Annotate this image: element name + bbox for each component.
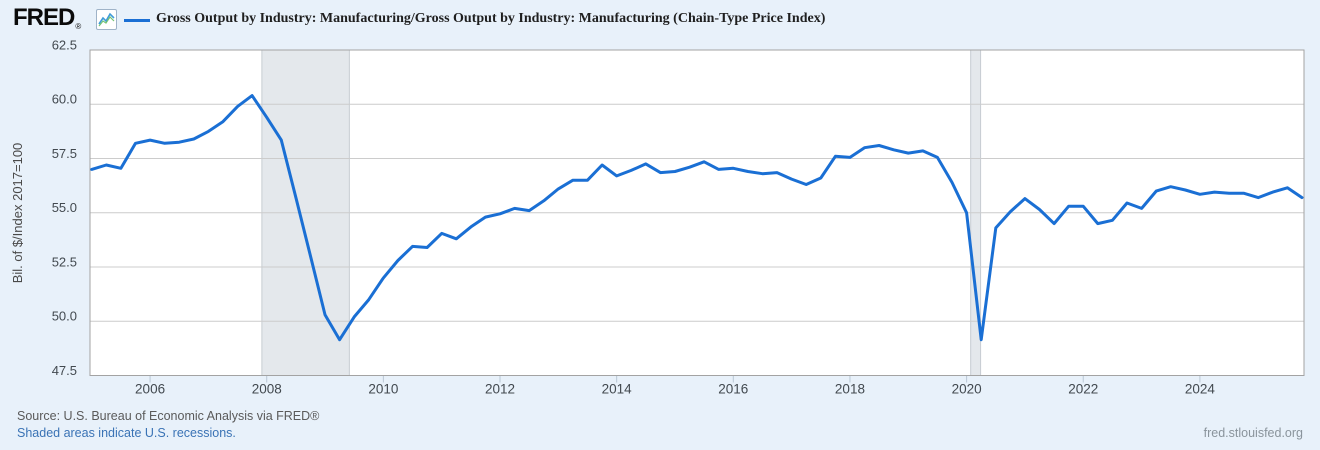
x-tick-label: 2014 <box>602 382 633 397</box>
fred-logo-text: FRED <box>13 4 75 31</box>
x-tick-label: 2016 <box>718 382 748 397</box>
x-tick-label: 2010 <box>368 382 398 397</box>
legend-swatch <box>124 19 150 22</box>
fred-chart-icon-glyph <box>98 12 115 27</box>
y-tick-label: 62.5 <box>52 37 77 52</box>
y-tick-label: 60.0 <box>52 92 77 107</box>
fred-logo: FRED® <box>13 4 81 32</box>
series-legend-label: Gross Output by Industry: Manufacturing/… <box>156 11 826 26</box>
x-tick-label: 2012 <box>485 382 515 397</box>
data-series-line <box>90 94 1304 342</box>
registered-mark: ® <box>75 22 81 31</box>
x-tick-label: 2022 <box>1068 382 1098 397</box>
x-tick-label: 2020 <box>952 382 982 397</box>
x-tick-label: 2008 <box>252 382 282 397</box>
source-attribution: Source: U.S. Bureau of Economic Analysis… <box>17 409 320 423</box>
fred-site-link[interactable]: fred.stlouisfed.org <box>1203 426 1303 440</box>
x-tick-label: 2018 <box>835 382 865 397</box>
y-tick-label: 57.5 <box>52 146 77 161</box>
y-tick-label: 47.5 <box>52 363 77 378</box>
plot-border <box>89 49 1305 376</box>
fred-chart-icon <box>96 9 117 30</box>
recession-note-link[interactable]: Shaded areas indicate U.S. recessions. <box>17 426 236 440</box>
y-tick-label: 50.0 <box>52 309 77 324</box>
x-tick-label: 2024 <box>1185 382 1216 397</box>
x-tick-label: 2006 <box>135 382 165 397</box>
y-tick-label: 55.0 <box>52 200 77 215</box>
y-tick-label: 52.5 <box>52 254 77 269</box>
y-axis-title: Bil. of $/Index 2017=100 <box>10 143 25 284</box>
